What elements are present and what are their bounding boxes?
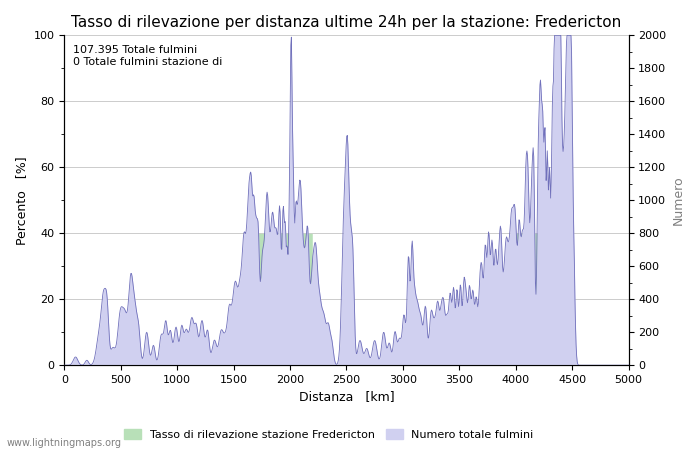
Text: 107.395 Totale fulmini
0 Totale fulmini stazione di: 107.395 Totale fulmini 0 Totale fulmini …	[73, 45, 222, 67]
X-axis label: Distanza   [km]: Distanza [km]	[299, 391, 394, 404]
Title: Tasso di rilevazione per distanza ultime 24h per la stazione: Fredericton: Tasso di rilevazione per distanza ultime…	[71, 15, 622, 30]
Text: www.lightningmaps.org: www.lightningmaps.org	[7, 438, 122, 448]
Y-axis label: Numero: Numero	[672, 176, 685, 225]
Y-axis label: Percento   [%]: Percento [%]	[15, 156, 28, 245]
Legend: Tasso di rilevazione stazione Fredericton, Numero totale fulmini: Tasso di rilevazione stazione Fredericto…	[120, 425, 538, 445]
